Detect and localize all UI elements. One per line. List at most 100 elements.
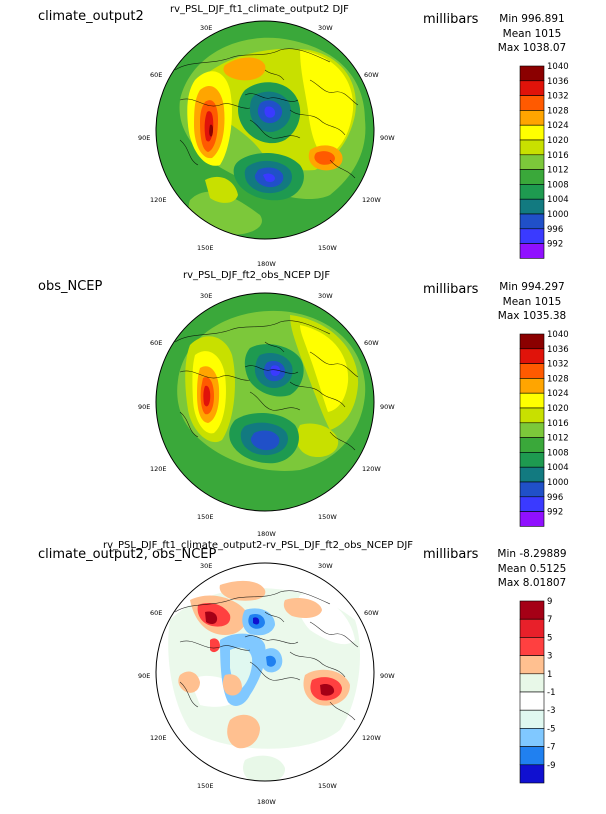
colorbar-swatch [519,728,545,747]
stat-mean: Mean 1015 [502,27,562,40]
colorbar-tick-label: 1024 [547,389,569,399]
colorbar-swatch [519,110,545,126]
lon-label-150e: 150E [197,513,214,521]
lon-label-60e: 60E [150,71,162,79]
colorbar-tick-label: 1016 [547,419,569,429]
colorbar-tick-label: 992 [547,240,563,250]
lon-label-120w: 120W [362,196,381,204]
colorbar-swatch [519,422,545,438]
colorbar-swatch [519,618,545,638]
colorbar-tick-label: 5 [547,633,552,643]
case-title: climate_output2 [38,9,144,24]
lon-label-150e: 150E [197,782,214,790]
lon-label-150e: 150E [197,244,214,252]
colorbar-swatch [519,673,545,693]
stats-box: Min 996.891 Mean 1015 Max 1038.07 [492,12,572,56]
stats-box: Min -8.29889 Mean 0.5125 Max 8.01807 [492,547,572,591]
lon-label-120e: 120E [150,196,167,204]
colorbar-tick-label: 1032 [547,92,569,102]
lon-label-90e: 90E [138,134,150,142]
polar-map: 30E 30W 60E 60W 90E 90W 120E 120W 150E 1… [138,20,395,268]
lon-label-90e: 90E [138,403,150,411]
lon-label-120w: 120W [362,465,381,473]
map-field [156,293,374,511]
panel-observations: obs_NCEP rv_PSL_DJF_ft2_obs_NCEP DJF mil… [0,270,606,538]
lon-label-90w: 90W [380,672,395,680]
colorbar-tick-label: 1008 [547,448,569,458]
colorbar-tick-label: 1000 [547,478,569,488]
colorbar-swatch [519,213,545,230]
units-label: millibars [423,12,479,27]
colorbar-tick-label: 1040 [547,62,569,72]
colorbar-tick-label: 9 [547,597,552,607]
units-label: millibars [423,547,479,562]
colorbar-tick-label: 1004 [547,463,569,473]
colorbar: 1040 1036 1032 1028 1024 1020 1016 1012 1008 1004… [519,62,569,259]
colorbar-tick-label: -7 [547,743,555,753]
lon-label-150w: 150W [318,782,337,790]
colorbar-tick-label: 3 [547,652,552,662]
colorbar: 1040 1036 1032 1028 1024 1020 1016 1012 1008 1004… [519,330,569,527]
plot-title: rv_PSL_DJF_ft1_climate_output2 DJF [170,4,349,15]
colorbar: 9 7 5 3 1 -1 -3 -5 -7 -9 [519,597,555,784]
lon-label-180w: 180W [257,798,276,806]
stat-max: Max 1035.38 [497,310,567,322]
colorbar-swatch [519,95,545,111]
polar-map: 30E 30W 60E 60W 90E 90W 120E 120W 150E 1… [138,292,395,538]
colorbar-swatch [519,466,545,483]
lon-label-90e: 90E [138,672,150,680]
plot-title: rv_PSL_DJF_ft2_obs_NCEP DJF [183,270,331,281]
lon-label-60e: 60E [150,609,162,617]
lon-label-30w: 30W [318,24,333,32]
colorbar-tick-label: 996 [547,493,563,503]
colorbar-swatch [519,709,545,729]
colorbar-swatch [519,511,545,527]
lon-label-120e: 120E [150,734,167,742]
colorbar-tick-label: 7 [547,615,552,625]
stat-max: Max 1038.07 [497,42,567,54]
colorbar-tick-label: 1000 [547,210,569,220]
plot-title: rv_PSL_DJF_ft1_climate_output2-rv_PSL_DJ… [103,540,414,551]
lon-label-60e: 60E [150,339,162,347]
lon-label-60w: 60W [364,71,379,79]
lon-label-90w: 90W [380,134,395,142]
colorbar-swatch [519,691,545,711]
colorbar-tick-label: 1012 [547,166,569,176]
colorbar-swatch [519,392,545,409]
colorbar-tick-label: 1040 [547,330,569,340]
colorbar-swatch [519,746,545,766]
colorbar-swatch [519,124,545,141]
lon-label-180w: 180W [257,260,276,268]
colorbar-swatch [519,139,545,156]
polar-map: 30E 30W 60E 60W 90E 90W 120E 120W 150E 1… [138,562,395,806]
lon-label-90w: 90W [380,403,395,411]
lon-label-60w: 60W [364,609,379,617]
colorbar-swatch [519,407,545,424]
lon-label-180w: 180W [257,530,276,538]
colorbar-swatch [519,655,545,675]
colorbar-swatch [519,637,545,656]
colorbar-swatch [519,363,545,379]
colorbar-tick-label: 1020 [547,136,569,146]
stat-min: Min 994.297 [499,281,565,293]
lon-label-30e: 30E [200,292,212,300]
colorbar-swatch [519,333,545,350]
colorbar-tick-label: 1036 [547,77,569,87]
lon-label-30e: 30E [200,562,212,570]
colorbar-tick-label: 992 [547,508,563,518]
colorbar-tick-label: 1024 [547,121,569,131]
lon-label-150w: 150W [318,513,337,521]
colorbar-tick-label: 1032 [547,360,569,370]
panel-model: climate_output2 rv_PSL_DJF_ft1_climate_o… [0,0,606,268]
colorbar-swatch [519,600,545,620]
lon-label-150w: 150W [318,244,337,252]
case-title: climate_output2, obs_NCEP [38,547,217,562]
lon-label-60w: 60W [364,339,379,347]
colorbar-swatch [519,184,545,200]
colorbar-tick-label: -5 [547,724,555,734]
stat-min: Min 996.891 [499,13,565,25]
colorbar-tick-label: 1028 [547,106,569,116]
colorbar-swatch [519,154,545,170]
colorbar-swatch [519,198,545,215]
colorbar-tick-label: -3 [547,706,555,716]
